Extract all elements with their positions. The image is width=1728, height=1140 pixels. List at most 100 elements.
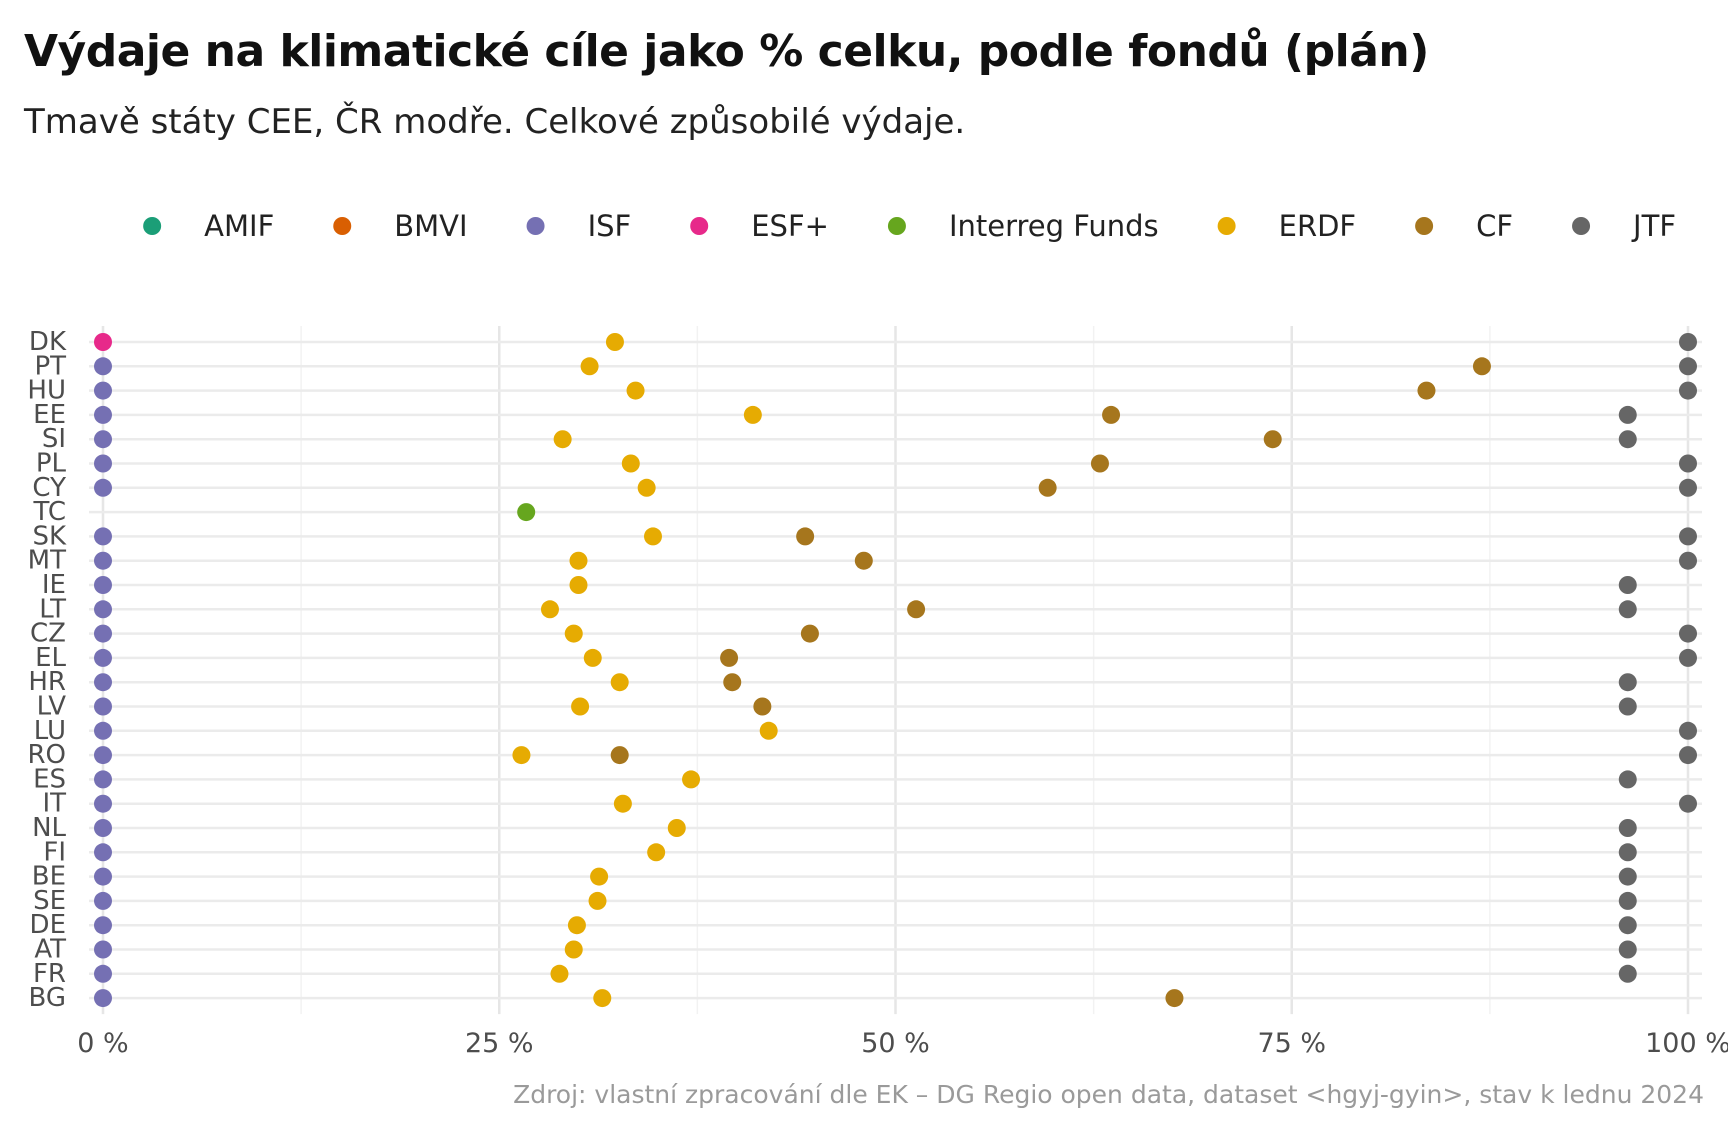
- data-point-isf-fi: [94, 843, 112, 862]
- legend-label-cf: CF: [1476, 209, 1513, 243]
- data-point-isf-pt: [94, 357, 112, 376]
- y-tick-label: CY: [32, 473, 66, 503]
- data-point-jtf-ee: [1618, 405, 1637, 424]
- y-tick-label: FR: [33, 959, 66, 989]
- data-point-erdf-pl: [621, 454, 640, 473]
- data-point-jtf-fr: [1618, 964, 1637, 983]
- legend-label-isf: ISF: [588, 209, 632, 243]
- data-point-isf-lv: [94, 697, 112, 716]
- y-tick-label: BG: [28, 983, 66, 1013]
- data-point-jtf-si: [1618, 430, 1637, 449]
- data-point-erdf-pt: [580, 357, 599, 376]
- y-tick-label: FI: [43, 837, 66, 867]
- data-point-jtf-dk: [1679, 333, 1697, 351]
- data-point-isf-nl: [94, 819, 112, 837]
- data-point-cf-si: [1263, 430, 1282, 449]
- y-tick-label: AT: [34, 935, 66, 965]
- data-point-erdf-de: [567, 916, 586, 935]
- data-point-jtf-pl: [1679, 454, 1697, 473]
- data-point-jtf-es: [1618, 770, 1637, 789]
- data-point-jtf-nl: [1618, 819, 1637, 837]
- x-tick-label: 75 %: [1257, 1028, 1326, 1059]
- data-point-erdf-cz: [564, 624, 583, 643]
- data-point-erdf-es: [682, 770, 701, 789]
- legend-item-cf: CF: [1415, 209, 1513, 243]
- legend-marker-interreg-funds: [887, 217, 906, 235]
- y-tick-label: HU: [27, 376, 66, 406]
- legend-marker-cf: [1415, 217, 1434, 235]
- legend-item-isf: ISF: [526, 209, 632, 243]
- legend-label-amif: AMIF: [204, 209, 274, 243]
- data-points: [94, 333, 1697, 1008]
- y-tick-label: MT: [28, 546, 66, 576]
- chart-title: Výdaje na klimatické cíle jako % celku, …: [24, 26, 1429, 77]
- data-point-esf-dk: [94, 333, 112, 351]
- data-point-erdf-lu: [759, 721, 778, 740]
- data-point-erdf-ee: [743, 405, 762, 424]
- data-point-isf-fr: [94, 964, 112, 983]
- data-point-jtf-ie: [1618, 576, 1637, 594]
- data-point-jtf-be: [1618, 867, 1637, 886]
- data-point-isf-lt: [94, 600, 112, 619]
- legend-marker-esf: [690, 217, 709, 235]
- data-point-erdf-ie: [569, 576, 588, 594]
- data-point-isf-ro: [94, 746, 112, 765]
- y-tick-label: EE: [33, 400, 66, 430]
- data-point-jtf-pt: [1679, 357, 1697, 376]
- legend: AMIF BMVI ISF ESF+ Interreg Funds ERDF CF JTF: [143, 209, 1676, 243]
- data-point-isf-ie: [94, 576, 112, 594]
- data-point-erdf-it: [613, 794, 632, 813]
- y-tick-label: BE: [32, 862, 66, 892]
- data-point-cf-ro: [610, 746, 629, 765]
- data-point-isf-lu: [94, 721, 112, 740]
- data-point-isf-de: [94, 916, 112, 935]
- legend-label-bmvi: BMVI: [394, 209, 467, 243]
- data-point-cf-bg: [1165, 989, 1184, 1008]
- data-point-erdf-lv: [571, 697, 590, 716]
- data-point-erdf-el: [583, 648, 602, 667]
- legend-marker-jtf: [1572, 217, 1591, 235]
- y-tick-label: EL: [35, 643, 66, 673]
- y-tick-label: LU: [34, 716, 66, 746]
- data-point-erdf-hu: [626, 381, 645, 400]
- y-tick-label: LT: [39, 594, 66, 624]
- data-point-erdf-dk: [605, 333, 624, 351]
- legend-label-esf: ESF+: [751, 209, 829, 243]
- data-point-cf-pt: [1472, 357, 1491, 376]
- x-tick-label: 25 %: [465, 1028, 534, 1059]
- legend-item-esf: ESF+: [690, 209, 829, 243]
- grid: [89, 326, 1702, 1015]
- legend-item-amif: AMIF: [143, 209, 274, 243]
- data-point-cf-hr: [723, 673, 742, 692]
- data-point-jtf-lt: [1618, 600, 1637, 619]
- y-tick-label: PL: [36, 449, 67, 479]
- data-point-isf-cz: [94, 624, 112, 643]
- data-point-erdf-sk: [643, 527, 662, 546]
- data-point-isf-bg: [94, 989, 112, 1008]
- data-point-isf-el: [94, 648, 112, 667]
- data-point-cf-pl: [1090, 454, 1109, 473]
- y-tick-label: SE: [33, 886, 66, 916]
- legend-marker-bmvi: [333, 217, 352, 235]
- data-point-isf-be: [94, 867, 112, 886]
- data-point-cf-lv: [753, 697, 772, 716]
- y-tick-label: DE: [30, 910, 66, 940]
- legend-item-jtf: JTF: [1572, 209, 1676, 243]
- data-point-cf-cy: [1038, 478, 1057, 497]
- data-point-jtf-mt: [1679, 551, 1697, 570]
- data-point-jtf-lu: [1679, 721, 1697, 740]
- data-point-erdf-cy: [637, 478, 656, 497]
- data-point-isf-hu: [94, 381, 112, 400]
- y-tick-label: TC: [32, 497, 66, 527]
- data-point-isf-ee: [94, 405, 112, 424]
- data-point-jtf-fi: [1618, 843, 1637, 862]
- data-point-cf-sk: [796, 527, 815, 546]
- data-point-isf-es: [94, 770, 112, 789]
- data-point-erdf-lt: [540, 600, 559, 619]
- data-point-isf-hr: [94, 673, 112, 692]
- legend-marker-amif: [143, 217, 162, 235]
- data-point-jtf-at: [1618, 940, 1637, 959]
- data-point-isf-pl: [94, 454, 112, 473]
- data-point-erdf-si: [553, 430, 572, 449]
